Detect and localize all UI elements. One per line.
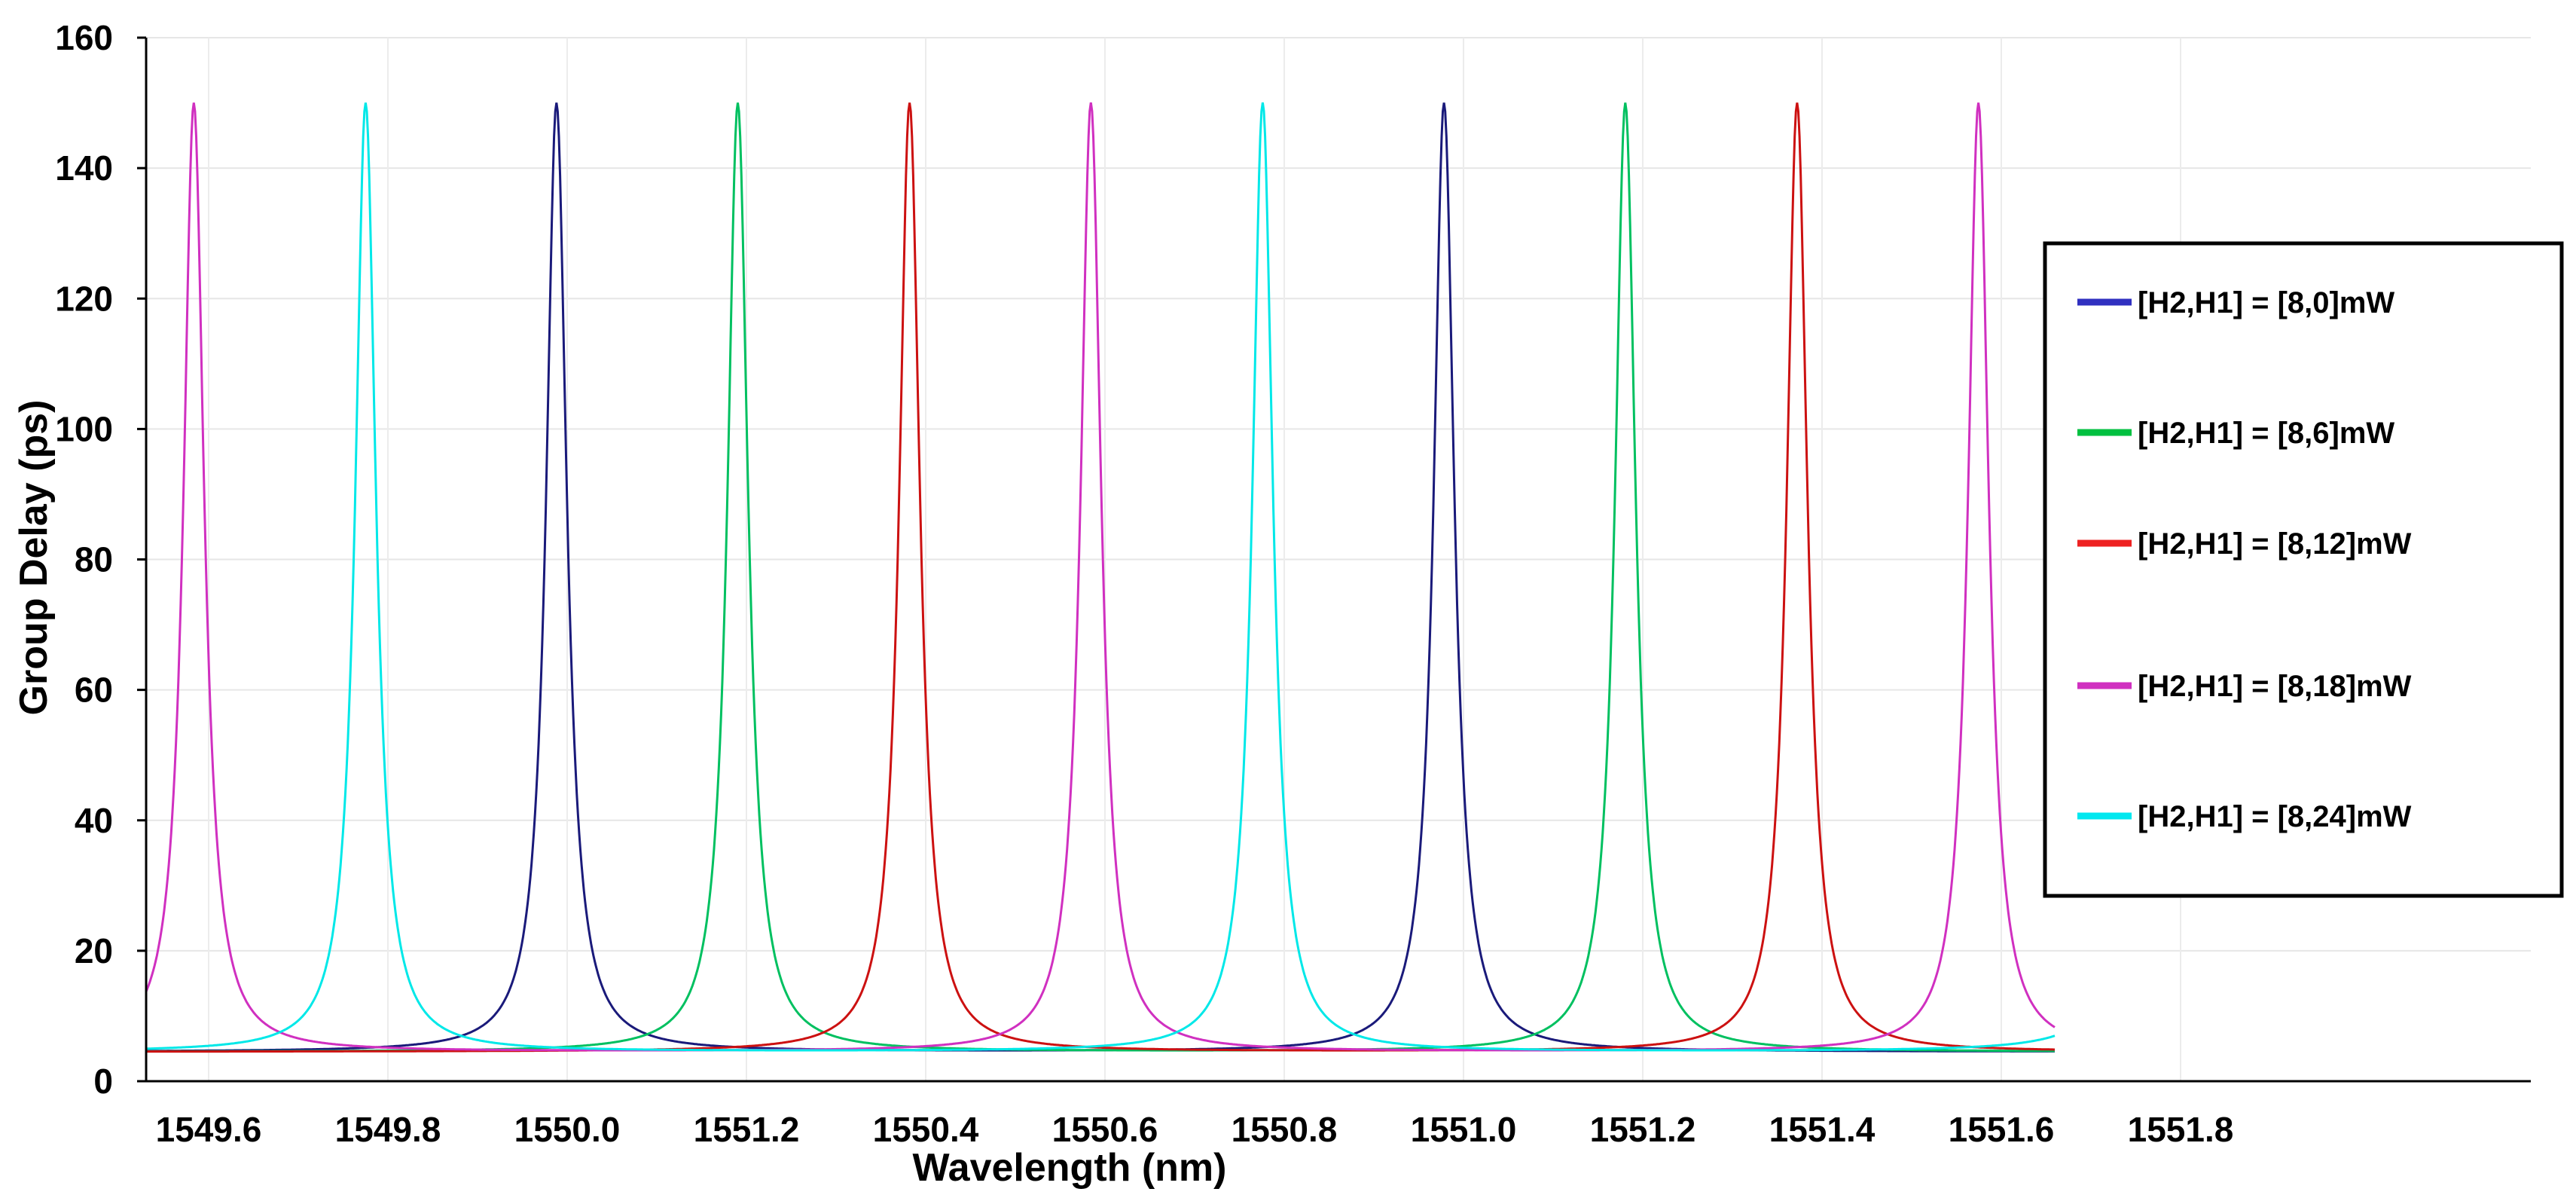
x-tick-label: 1549.8: [335, 1110, 441, 1149]
legend-label: [H2,H1] = [8,18]mW: [2138, 670, 2412, 703]
series-line-4: [146, 102, 2056, 1052]
y-tick-label: 120: [55, 279, 113, 318]
legend-label: [H2,H1] = [8,24]mW: [2138, 800, 2412, 833]
grid-lines: [146, 37, 2531, 1081]
series-line-2: [146, 102, 2055, 1053]
y-tick-label: 20: [75, 931, 113, 970]
x-tick-label: 1550.4: [873, 1110, 979, 1149]
y-tick-label: 40: [75, 801, 113, 840]
y-tick-label: 140: [55, 148, 113, 188]
x-tick-label: 1551.4: [1769, 1110, 1876, 1149]
x-tick-label: 1550.8: [1232, 1110, 1338, 1149]
x-tick-label: 1551.2: [1590, 1110, 1696, 1149]
legend: [H2,H1] = [8,0]mW [H2,H1] = [8,6]mW [H2,H1…: [2043, 241, 2564, 898]
y-tick-label: 0: [93, 1062, 113, 1101]
series-line-3: [145, 102, 2056, 1052]
x-tick-label: 1549.6: [156, 1110, 262, 1149]
y-tick-label: 80: [75, 540, 113, 579]
x-axis-title: Wavelength (nm): [913, 1146, 1227, 1190]
legend-items: [H2,H1] = [8,0]mW [H2,H1] = [8,6]mW [H2,H1…: [2077, 286, 2412, 833]
x-tick-label: 1550.6: [1052, 1110, 1158, 1149]
x-tick-label: 1551.0: [1411, 1110, 1517, 1149]
y-tick-label: 100: [55, 409, 113, 448]
x-tick-label: 1551.8: [2128, 1110, 2234, 1149]
x-tick-label: 1551.2: [694, 1110, 800, 1149]
series-lines: [145, 102, 2056, 1053]
x-tick-labels: 1549.6 1549.8 1550.0 1551.2 1550.4 1550.6 1550…: [156, 1110, 2234, 1149]
y-axis-title: Group Delay (ps): [12, 400, 56, 716]
legend-label: [H2,H1] = [8,12]mW: [2138, 527, 2412, 561]
x-tick-label: 1550.0: [514, 1110, 621, 1149]
legend-box: [2043, 241, 2564, 898]
y-tick-label: 60: [75, 671, 113, 710]
legend-label: [H2,H1] = [8,6]mW: [2138, 417, 2394, 450]
y-tick-label: 160: [55, 18, 113, 57]
legend-label: [H2,H1] = [8,0]mW: [2138, 286, 2394, 319]
y-tick-labels: 0 20 40 60 80 100 120 140 160: [55, 18, 146, 1101]
x-tick-label: 1551.6: [1949, 1110, 2055, 1149]
